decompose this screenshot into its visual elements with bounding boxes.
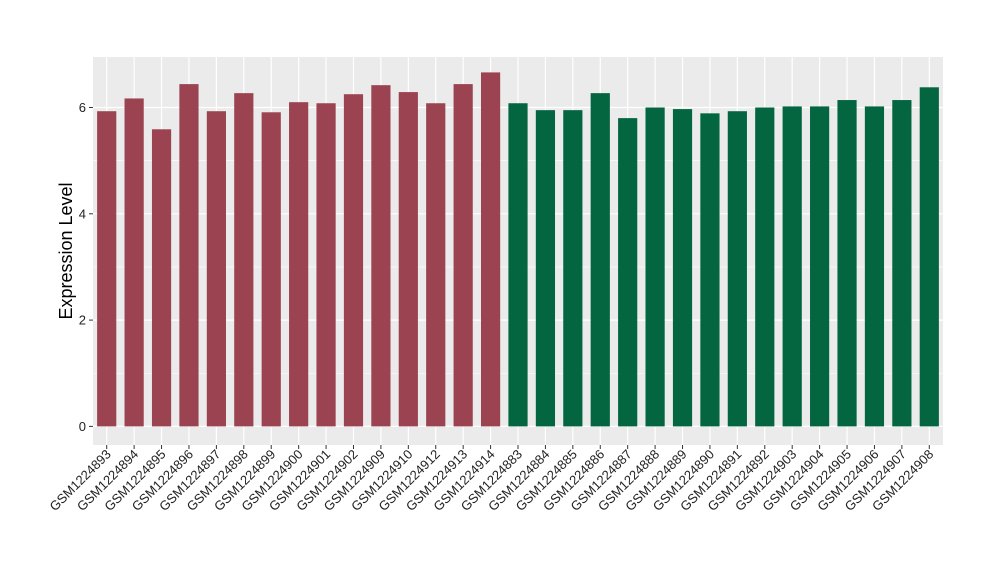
bar-GSM1224914 [480, 72, 501, 427]
bar-GSM1224905 [837, 100, 857, 427]
bar-GSM1224883 [508, 103, 528, 427]
bar-GSM1224900 [289, 102, 309, 427]
bar-GSM1224889 [672, 109, 693, 427]
bar-GSM1224913 [453, 84, 473, 427]
bar-GSM1224891 [727, 111, 747, 427]
bar-GSM1224885 [563, 110, 583, 427]
bar-GSM1224890 [700, 113, 720, 427]
y-axis-title: Expression Level [56, 182, 76, 319]
bar-GSM1224912 [426, 103, 446, 427]
y-tick-label: 2 [79, 313, 86, 328]
x-axis: GSM1224893GSM1224894GSM1224895GSM1224896… [46, 445, 936, 514]
bar-GSM1224895 [151, 129, 172, 427]
bar-GSM1224898 [234, 93, 254, 427]
bar-GSM1224893 [97, 111, 117, 427]
bar-GSM1224901 [316, 103, 336, 427]
bar-GSM1224896 [179, 84, 199, 427]
bar-GSM1224888 [645, 107, 665, 427]
bar-GSM1224886 [590, 93, 610, 427]
y-tick-label: 0 [79, 419, 86, 434]
bars [97, 72, 939, 427]
y-axis: 0 2 4 6 [79, 100, 93, 434]
bar-GSM1224897 [206, 111, 226, 427]
bar-GSM1224903 [782, 106, 802, 427]
bar-GSM1224899 [261, 112, 281, 427]
y-tick-label: 6 [79, 100, 86, 115]
bar-GSM1224907 [892, 100, 912, 427]
bar-GSM1224884 [535, 110, 556, 427]
bar-GSM1224894 [124, 98, 144, 427]
bar-GSM1224908 [919, 87, 939, 427]
bar-GSM1224910 [398, 92, 418, 427]
bar-GSM1224902 [343, 94, 364, 427]
bar-GSM1224892 [755, 107, 775, 427]
bar-GSM1224887 [618, 118, 638, 427]
bar-GSM1224906 [864, 106, 885, 427]
y-tick-label: 4 [79, 206, 86, 221]
bar-GSM1224904 [810, 106, 830, 427]
bar-GSM1224909 [371, 85, 391, 427]
